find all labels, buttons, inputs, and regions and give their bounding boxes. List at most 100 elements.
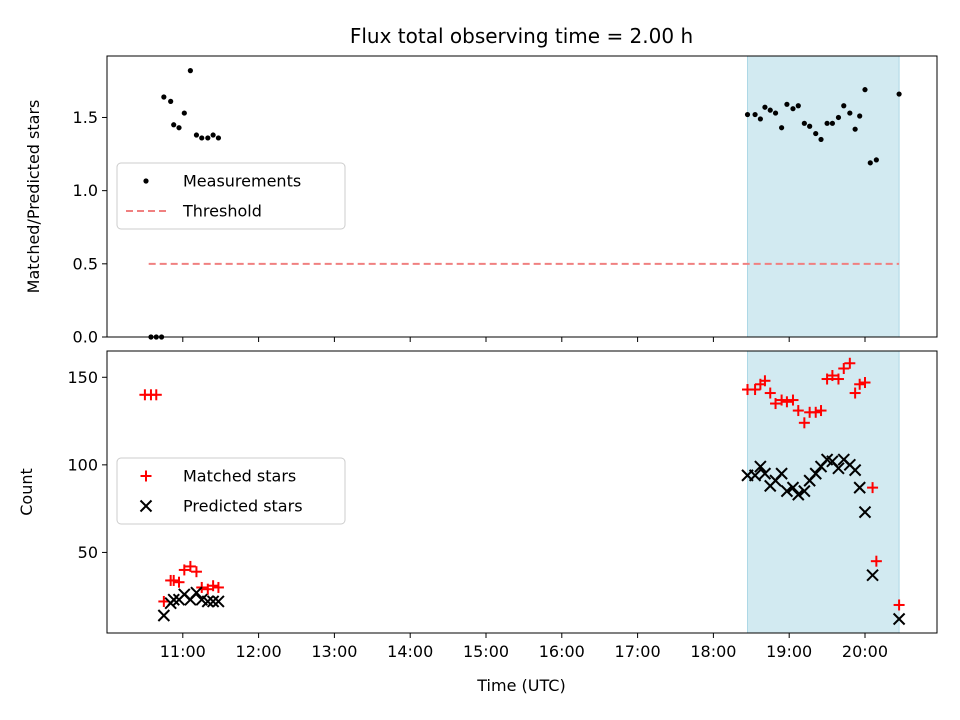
series-0 [148, 68, 902, 340]
data-point-1-8-b [201, 595, 215, 608]
y-axis-label: Matched/Predicted stars [24, 100, 43, 294]
data-point-0-8 [187, 68, 193, 74]
shaded-region [747, 55, 900, 338]
x-tick-label: 20:00 [842, 642, 888, 661]
data-point-0-35 [859, 377, 871, 389]
legend-box [116, 162, 346, 230]
data-point-1-18-b [780, 484, 794, 498]
data-point-0-19 [770, 398, 782, 410]
data-point-1-12-b [748, 469, 762, 482]
legend-swatch-0 [140, 470, 152, 482]
data-point-1-30-b [848, 463, 862, 477]
legend-label: Predicted stars [183, 497, 303, 516]
data-point-1-10 [212, 595, 225, 608]
x-tick-label: 18:00 [690, 642, 736, 661]
data-point-1-7-b [195, 593, 208, 606]
data-point-0-27 [818, 136, 824, 143]
x-tick-label: 11:00 [160, 642, 206, 661]
data-point-0-14 [744, 111, 751, 118]
data-point-0-18 [764, 387, 776, 399]
data-point-0-26 [810, 406, 822, 418]
data-point-1-25-b [820, 453, 834, 466]
data-point-1-13-b [754, 460, 767, 473]
data-point-0-30 [832, 373, 844, 385]
data-point-1-19 [786, 481, 800, 494]
data-point-0-26 [813, 130, 819, 137]
data-point-0-4 [168, 98, 174, 104]
data-point-0-27 [815, 405, 827, 417]
data-point-1-33 [866, 568, 879, 582]
data-point-1-31 [853, 481, 866, 494]
data-point-0-37 [870, 555, 882, 567]
data-point-0-21 [781, 396, 793, 408]
series-0 [139, 357, 905, 611]
data-point-0-34 [857, 113, 863, 119]
data-point-1-13 [754, 460, 767, 473]
data-point-0-22 [790, 106, 796, 112]
x-tick-label: 16:00 [539, 642, 585, 661]
legend: Matched stars Predicted stars [116, 457, 346, 525]
data-point-0-34 [854, 378, 866, 390]
data-point-0-23 [792, 405, 804, 417]
x-tick-label: 13:00 [311, 642, 357, 661]
data-point-0-35 [862, 87, 868, 93]
data-point-1-30 [848, 463, 862, 477]
data-point-1-18 [780, 484, 794, 498]
data-point-0-38 [896, 91, 902, 97]
top-panel: 0.0 0.5 1.0 1.5 Matched/Predicted stars Measu… [24, 55, 938, 347]
data-point-0-20 [779, 125, 785, 131]
data-point-0-10 [199, 135, 205, 141]
data-point-1-10-b [212, 595, 225, 608]
data-point-1-14 [758, 467, 772, 480]
data-point-0-29 [829, 120, 835, 126]
axes-frame [106, 55, 938, 338]
legend-label: Threshold [182, 202, 262, 221]
data-point-1-12 [748, 469, 762, 482]
data-point-0-31 [838, 363, 850, 375]
legend-swatch-1-b [139, 499, 153, 513]
y-tick-label: 150 [67, 368, 98, 387]
x-tick-label: 15:00 [463, 642, 509, 661]
data-point-0-30 [835, 114, 842, 121]
legend: Measurements Threshold [116, 162, 346, 230]
data-point-0-9 [193, 132, 200, 138]
data-point-0-31 [841, 103, 847, 109]
data-point-1-14-b [758, 467, 772, 480]
data-point-0-22 [787, 394, 799, 406]
data-point-0-32 [847, 110, 853, 116]
data-point-1-28-b [837, 453, 850, 466]
data-point-0-21 [784, 101, 790, 107]
data-point-1-6 [190, 586, 203, 599]
data-point-1-17-b [775, 467, 788, 480]
data-point-0-15 [749, 384, 761, 396]
data-point-0-12 [210, 132, 216, 138]
data-point-0-8 [184, 560, 196, 572]
legend-swatch-1 [139, 499, 153, 513]
data-point-0-3 [161, 94, 167, 100]
data-point-0-2 [150, 389, 162, 401]
data-point-1-9-b [206, 595, 220, 608]
data-point-1-19-b [786, 481, 800, 494]
data-point-0-36 [867, 482, 879, 494]
data-point-0-17 [759, 375, 771, 387]
legend-swatch-0 [143, 178, 149, 184]
data-point-1-27 [832, 462, 845, 475]
data-point-0-5 [171, 122, 177, 128]
data-point-1-2-b [167, 593, 180, 606]
data-point-1-33-b [866, 568, 879, 582]
data-point-1-4-b [178, 588, 191, 601]
data-point-0-13 [215, 135, 222, 141]
data-point-0-5 [168, 574, 180, 586]
data-point-1-2 [167, 593, 180, 606]
data-point-1-21-b [798, 484, 811, 498]
chart-title: Flux total observing time = 2.00 h [350, 24, 693, 48]
data-point-1-9 [206, 595, 220, 608]
data-point-1-20-b [792, 488, 805, 501]
data-point-1-20 [792, 488, 805, 501]
y-tick-label: 1.5 [73, 108, 98, 127]
data-point-0-32 [844, 357, 856, 369]
data-point-0-25 [807, 123, 813, 129]
legend-label: Matched stars [183, 467, 296, 486]
data-point-0-17 [762, 104, 768, 110]
